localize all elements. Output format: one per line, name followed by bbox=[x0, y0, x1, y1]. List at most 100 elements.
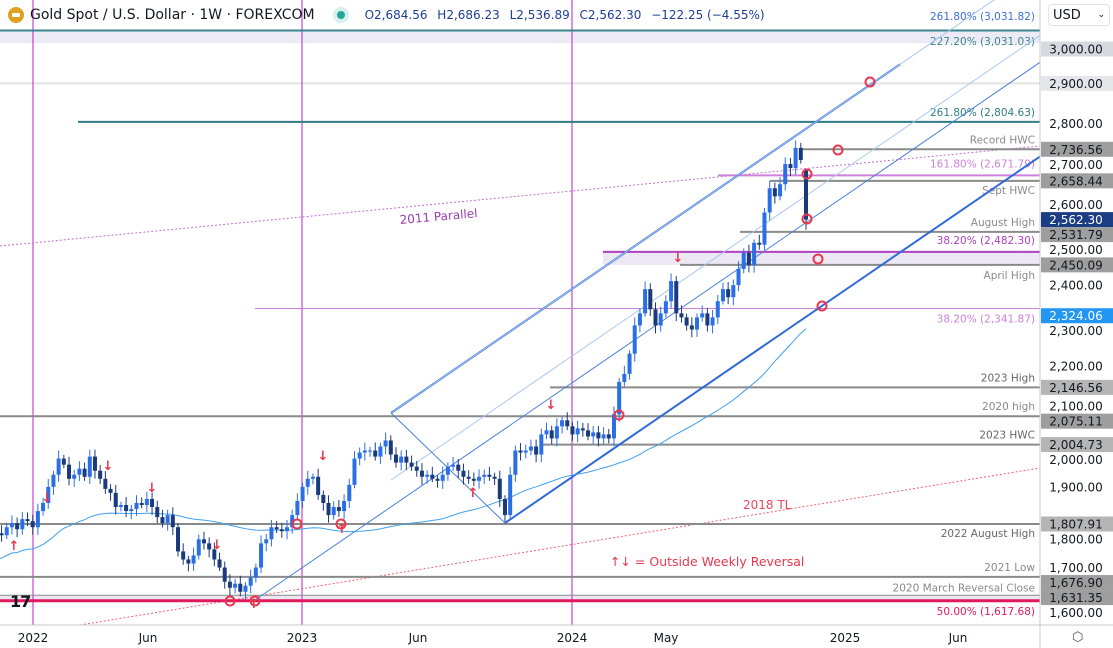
change-value: −122.25 (−4.55%) bbox=[651, 8, 765, 22]
candle-body bbox=[679, 313, 684, 318]
candle-body bbox=[383, 440, 388, 447]
reversal-circle-marker bbox=[801, 168, 813, 180]
candle bbox=[176, 523, 181, 557]
level-label: August High bbox=[971, 217, 1035, 229]
candle-body bbox=[492, 476, 497, 479]
price-tag-bg bbox=[1041, 141, 1113, 157]
reversal-circle-marker bbox=[335, 518, 347, 530]
currency-select[interactable]: USD ⌄ bbox=[1048, 4, 1110, 26]
candle bbox=[451, 456, 456, 472]
level-label: 2021 Low bbox=[984, 562, 1035, 574]
candle-body bbox=[710, 317, 715, 326]
candle bbox=[419, 463, 424, 485]
candle bbox=[4, 522, 9, 540]
candle bbox=[554, 418, 559, 447]
candle-body bbox=[342, 500, 347, 512]
candle bbox=[264, 534, 269, 552]
level-label: 227.20% (3,031.03) bbox=[930, 36, 1035, 48]
candle-body bbox=[357, 452, 362, 459]
price-axis-tick: 2,100.00 bbox=[1049, 400, 1102, 414]
candle-body bbox=[56, 458, 61, 475]
candle bbox=[513, 445, 518, 482]
reversal-legend: ↑↓ = Outside Weekly Reversal bbox=[610, 554, 804, 569]
price-tag-label: 1,676.90 bbox=[1049, 576, 1102, 590]
candle-body bbox=[259, 543, 264, 568]
price-tag: 1,676.90 bbox=[1041, 575, 1113, 591]
candle-body bbox=[762, 212, 767, 245]
candle-body bbox=[61, 458, 66, 465]
candle-body bbox=[767, 188, 772, 213]
candle-body bbox=[87, 456, 92, 477]
candle-body bbox=[134, 502, 139, 510]
settings-icon[interactable]: ⬡ bbox=[1072, 630, 1084, 645]
candle bbox=[487, 466, 492, 481]
candle bbox=[746, 244, 751, 273]
reversal-circle-marker bbox=[832, 144, 844, 156]
price-tag: 2,324.06 bbox=[1041, 308, 1113, 324]
candle bbox=[300, 482, 305, 509]
candle-body bbox=[46, 486, 51, 503]
candle bbox=[373, 442, 378, 461]
candle-body bbox=[305, 478, 310, 487]
candle bbox=[502, 495, 507, 522]
symbol-title[interactable]: Gold Spot / U.S. Dollar · 1W · FOREXCOM bbox=[30, 7, 315, 23]
candle-body bbox=[222, 567, 227, 582]
candle-body bbox=[539, 434, 544, 455]
up-arrow-icon: ↑ bbox=[249, 597, 260, 612]
price-tag-bg bbox=[1041, 590, 1113, 606]
level-label: 38.20% (2,482.30) bbox=[937, 235, 1035, 247]
candle-body bbox=[409, 462, 414, 467]
price-tag-bg bbox=[1041, 75, 1113, 91]
level-label: 2020 March Reversal Close bbox=[893, 582, 1035, 594]
candle-body bbox=[736, 268, 741, 286]
candle-body bbox=[783, 164, 788, 185]
price-tag-bg bbox=[1041, 379, 1113, 395]
candle-body bbox=[82, 468, 87, 477]
price-tag-bg bbox=[1041, 227, 1113, 243]
candle bbox=[35, 503, 40, 535]
candle-body bbox=[549, 430, 554, 439]
candle-body bbox=[248, 577, 253, 586]
candle bbox=[632, 317, 637, 362]
candle bbox=[560, 416, 565, 434]
candle-body bbox=[513, 450, 518, 475]
price-axis-tick: 2,000.00 bbox=[1049, 453, 1102, 467]
candle-body bbox=[264, 539, 269, 544]
candle bbox=[658, 306, 663, 332]
candle-body bbox=[772, 188, 777, 197]
candle bbox=[539, 428, 544, 463]
price-tag-bg bbox=[1041, 575, 1113, 591]
time-axis-tick: 2025 bbox=[830, 631, 861, 645]
channel-quarter-line bbox=[390, 35, 1041, 481]
currency-label: USD bbox=[1053, 7, 1081, 23]
candle bbox=[316, 468, 321, 500]
candle bbox=[124, 496, 129, 518]
candle-body bbox=[388, 440, 393, 455]
candle bbox=[160, 509, 165, 528]
price-axis-tick: 2,200.00 bbox=[1049, 359, 1102, 373]
candle bbox=[762, 207, 767, 251]
candle bbox=[627, 350, 632, 380]
candle-body bbox=[720, 289, 725, 302]
time-axis-tick: 2023 bbox=[287, 631, 318, 645]
candle bbox=[113, 484, 118, 515]
candle-body bbox=[793, 147, 798, 169]
candle-body bbox=[461, 470, 466, 477]
candle bbox=[30, 514, 35, 535]
price-tag-bg bbox=[1041, 257, 1113, 273]
candle bbox=[67, 456, 72, 486]
candle-body bbox=[404, 456, 409, 463]
price-axis-tick: 1,600.00 bbox=[1049, 606, 1102, 620]
candle bbox=[643, 281, 648, 317]
down-arrow-icon: ↓ bbox=[318, 449, 329, 464]
candle-body bbox=[326, 502, 331, 516]
candle bbox=[663, 295, 668, 318]
candle bbox=[150, 492, 155, 516]
candle-body bbox=[321, 494, 326, 503]
candle-body bbox=[534, 446, 539, 455]
down-arrow-icon: ↓ bbox=[673, 251, 684, 266]
candle-body bbox=[451, 464, 456, 467]
down-arrow-icon: ↓ bbox=[147, 481, 158, 496]
candle bbox=[269, 519, 274, 547]
